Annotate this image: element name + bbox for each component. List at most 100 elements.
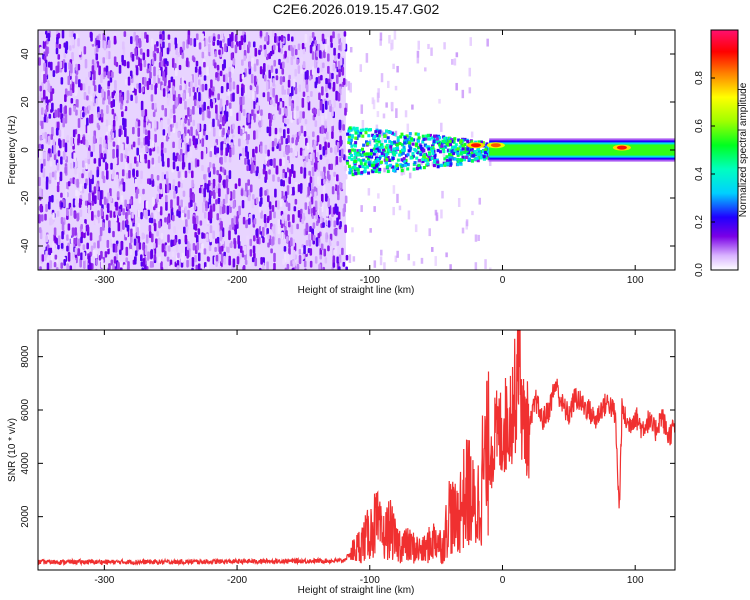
- spectrogram-cell: [111, 71, 114, 78]
- spectrogram-cell: [329, 147, 333, 153]
- spectrogram-cell: [412, 162, 416, 167]
- spectrogram-cell: [379, 32, 383, 41]
- spectrogram-cell: [184, 170, 188, 178]
- spectrogram-cell: [76, 213, 80, 222]
- spectrogram-cell: [151, 196, 155, 207]
- spectrogram-cell: [176, 166, 179, 172]
- spectrogram-cell: [263, 214, 267, 224]
- spectrogram-cell: [463, 137, 467, 142]
- spectrogram-cell: [345, 254, 349, 261]
- spectrogram-cell: [74, 247, 78, 255]
- spectrogram-cell: [363, 169, 367, 173]
- spectrogram-cell: [389, 147, 393, 151]
- spectrogram-cell: [356, 153, 360, 157]
- spectrogram-cell: [216, 39, 220, 46]
- spectrogram-cell: [337, 60, 341, 70]
- spectrogram-cell: [167, 265, 171, 270]
- spectrogram-cell: [108, 95, 111, 105]
- spectrogram-cell: [155, 238, 158, 248]
- spectrogram-cell: [294, 68, 298, 77]
- spectrogram-cell: [253, 75, 257, 86]
- spectrogram-cell: [360, 205, 363, 212]
- spectrogram-cell: [414, 132, 418, 136]
- spectrogram-cell: [326, 170, 330, 180]
- spectrogram-cell: [263, 74, 267, 82]
- spectrogram-cell: [140, 212, 143, 220]
- spectrogram-cell: [341, 66, 345, 76]
- spectrogram-cell: [248, 258, 251, 267]
- spectrogram-cell: [215, 178, 219, 187]
- spectrogram-cell: [378, 167, 382, 172]
- spectrogram-cell: [222, 115, 226, 121]
- spectrogram-cell: [184, 118, 187, 124]
- spectrogram-cell: [339, 156, 342, 163]
- spectrogram-cell: [89, 251, 92, 257]
- spectrogram-cell: [124, 127, 127, 138]
- spectrogram-cell: [228, 102, 232, 109]
- spectrogram-cell: [198, 187, 202, 194]
- spectrogram-cell: [314, 120, 318, 128]
- spectrogram-cell: [222, 127, 225, 136]
- spectrogram-cell: [285, 138, 289, 145]
- spectrogram-cell: [340, 148, 344, 159]
- spectrogram-cell: [272, 78, 275, 87]
- spectrogram-cell: [321, 171, 325, 179]
- spectrogram-cell: [378, 147, 382, 152]
- spectrogram-cell: [484, 259, 487, 269]
- spectrogram-cell: [266, 206, 270, 217]
- spectrogram-cell: [338, 102, 342, 109]
- spectrogram-cell: [58, 129, 62, 138]
- spectrogram-cell: [356, 149, 360, 153]
- spectrogram-cell: [228, 71, 232, 78]
- spectrogram-cell: [349, 128, 353, 132]
- spectrogram-cell: [300, 125, 304, 134]
- spectrogram-cell: [201, 51, 205, 59]
- spectrogram-cell: [298, 254, 302, 265]
- spectrogram-cell: [39, 135, 43, 141]
- spectrogram-cell: [45, 176, 49, 183]
- snr-ytick-label: 6000: [20, 398, 31, 421]
- spectrogram-cell: [317, 180, 321, 186]
- spectrogram-cell: [138, 82, 142, 89]
- spectrogram-cell: [198, 66, 202, 75]
- spectrogram-cell: [408, 132, 412, 136]
- spectrogram-cell: [438, 136, 442, 140]
- spectrogram-cell: [194, 78, 198, 88]
- spectrogram-cell: [121, 250, 125, 256]
- spectrogram-cell: [112, 119, 116, 127]
- spectrogram-cell: [282, 180, 285, 187]
- spectrogram-cell: [214, 185, 218, 193]
- spectrogram-cell: [192, 193, 195, 203]
- spectrogram-cell: [153, 242, 156, 249]
- spectrogram-cell: [232, 123, 235, 130]
- spectrogram-cell: [131, 212, 134, 219]
- spectrogram-cell: [316, 67, 320, 74]
- spectrogram-cell: [332, 255, 336, 263]
- spectrogram-cell: [282, 258, 285, 265]
- spectrogram-cell: [73, 105, 76, 112]
- spectrogram-cell: [343, 145, 346, 153]
- spectrogram-cell: [421, 140, 425, 144]
- spectrogram-cell: [70, 237, 74, 244]
- spectrogram-cell: [356, 129, 360, 134]
- spectrogram-cell: [238, 205, 241, 216]
- spectrogram-cell: [442, 147, 446, 151]
- spectrogram-cell: [404, 110, 408, 118]
- spectrogram-cell: [201, 110, 205, 121]
- spectrogram-cell: [195, 215, 199, 225]
- snr-ylabel: SNR (10 * v/v): [7, 418, 18, 482]
- spectrogram-cell: [210, 35, 213, 42]
- spectrogram-cell: [231, 218, 234, 228]
- spectrogram-cell: [443, 42, 446, 50]
- spectrogram-cell: [292, 186, 295, 196]
- spectrogram-cell: [251, 257, 255, 263]
- spectrogram-cell: [396, 250, 399, 258]
- spectrogram-peak: [490, 143, 501, 148]
- spectrogram-cell: [191, 267, 194, 270]
- spectrogram-cell: [148, 231, 152, 239]
- spectrogram-cell: [38, 227, 42, 234]
- spectrogram-cell: [161, 171, 165, 181]
- spectrogram-cell: [65, 188, 68, 199]
- spectrogram-cell: [338, 44, 341, 51]
- spectrogram-cell: [206, 183, 210, 193]
